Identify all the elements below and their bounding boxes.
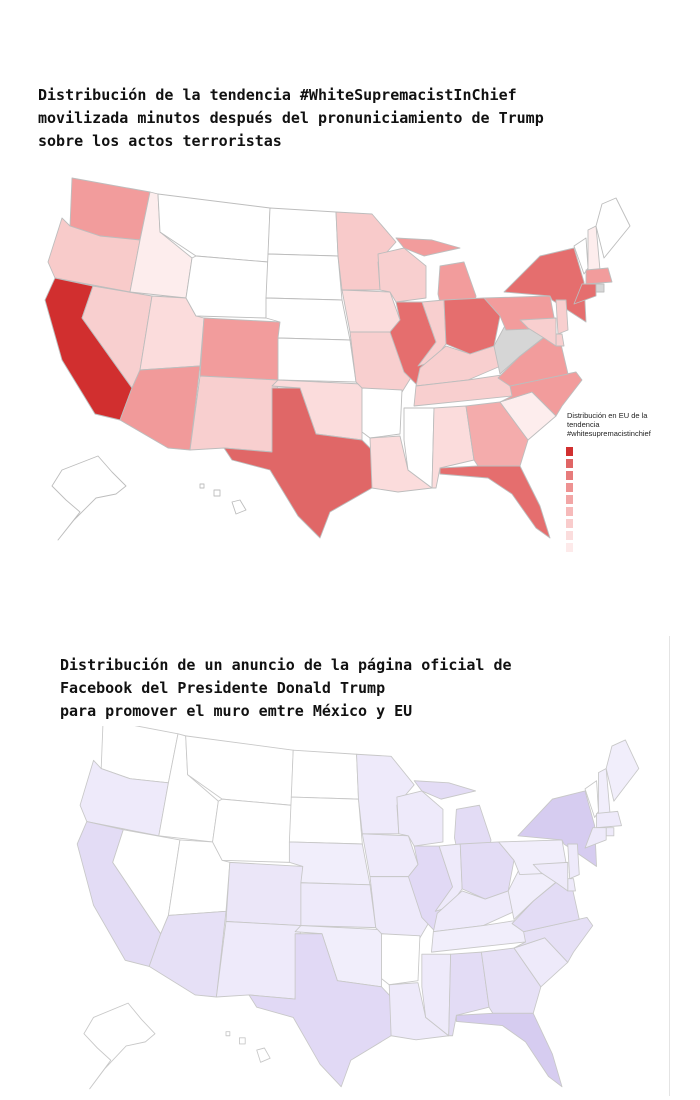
state-ar: [381, 933, 421, 986]
state-ct: [584, 827, 607, 849]
state-ks: [277, 337, 357, 383]
state-co: [199, 317, 281, 381]
map1-legend-swatches: [566, 447, 573, 552]
legend-swatch: [566, 471, 573, 480]
state-ak: [83, 1002, 156, 1090]
state-hi: [225, 1031, 271, 1063]
state-ma: [596, 810, 622, 829]
state-wi: [377, 247, 427, 303]
legend-swatch: [566, 531, 573, 540]
state-md: [532, 861, 569, 892]
states-group: [44, 177, 631, 541]
state-wy: [212, 798, 292, 863]
state-hi: [199, 483, 247, 515]
legend-swatch: [566, 507, 573, 516]
state-me: [605, 739, 640, 802]
state-wi: [396, 790, 444, 847]
legend-swatch: [566, 495, 573, 504]
state-ms: [403, 407, 435, 489]
state-tx: [248, 933, 394, 1088]
state-me: [595, 197, 631, 259]
state-ia: [341, 289, 401, 333]
legend-swatch: [566, 543, 573, 552]
states-group: [76, 726, 640, 1090]
state-wy: [185, 255, 269, 319]
state-co: [225, 861, 304, 927]
map1-title: Distribución de la tendencia #WhiteSupre…: [38, 86, 544, 150]
state-ar: [361, 387, 403, 439]
state-ne: [288, 841, 371, 886]
state-sd: [288, 796, 363, 845]
state-fl: [455, 1012, 563, 1088]
state-ri: [605, 827, 615, 837]
state-ks: [300, 882, 377, 929]
legend-swatch: [566, 459, 573, 468]
legend-swatch: [566, 483, 573, 492]
state-nm: [215, 921, 302, 1000]
map2-title: Distribución de un anuncio de la página …: [60, 656, 512, 720]
state-nc: [513, 916, 594, 963]
map1-us-map: [44, 177, 631, 552]
state-de: [567, 878, 576, 892]
state-de: [555, 333, 565, 347]
state-nd: [290, 749, 359, 800]
state-nm: [189, 375, 279, 453]
state-tx: [223, 387, 375, 539]
state-ne: [265, 297, 351, 341]
state-az: [119, 365, 201, 451]
legend-swatch: [566, 447, 573, 456]
state-ma: [585, 267, 613, 285]
state-nj: [567, 843, 580, 880]
state-nj: [555, 299, 569, 335]
state-ia: [361, 833, 419, 878]
map1-legend-title: Distribución en EU de la tendencia #whit…: [567, 411, 651, 438]
state-fl: [439, 465, 551, 539]
state-sd: [265, 253, 343, 301]
legend-swatch: [566, 519, 573, 528]
state-ri: [595, 283, 605, 293]
state-ms: [421, 953, 452, 1037]
state-md: [519, 317, 557, 347]
state-az: [148, 910, 227, 998]
state-nd: [267, 207, 339, 257]
divider-line: [669, 636, 670, 1096]
state-ak: [51, 455, 127, 541]
state-ct: [573, 283, 597, 305]
state-nc: [499, 371, 583, 417]
map2-us-map: [76, 726, 640, 1090]
